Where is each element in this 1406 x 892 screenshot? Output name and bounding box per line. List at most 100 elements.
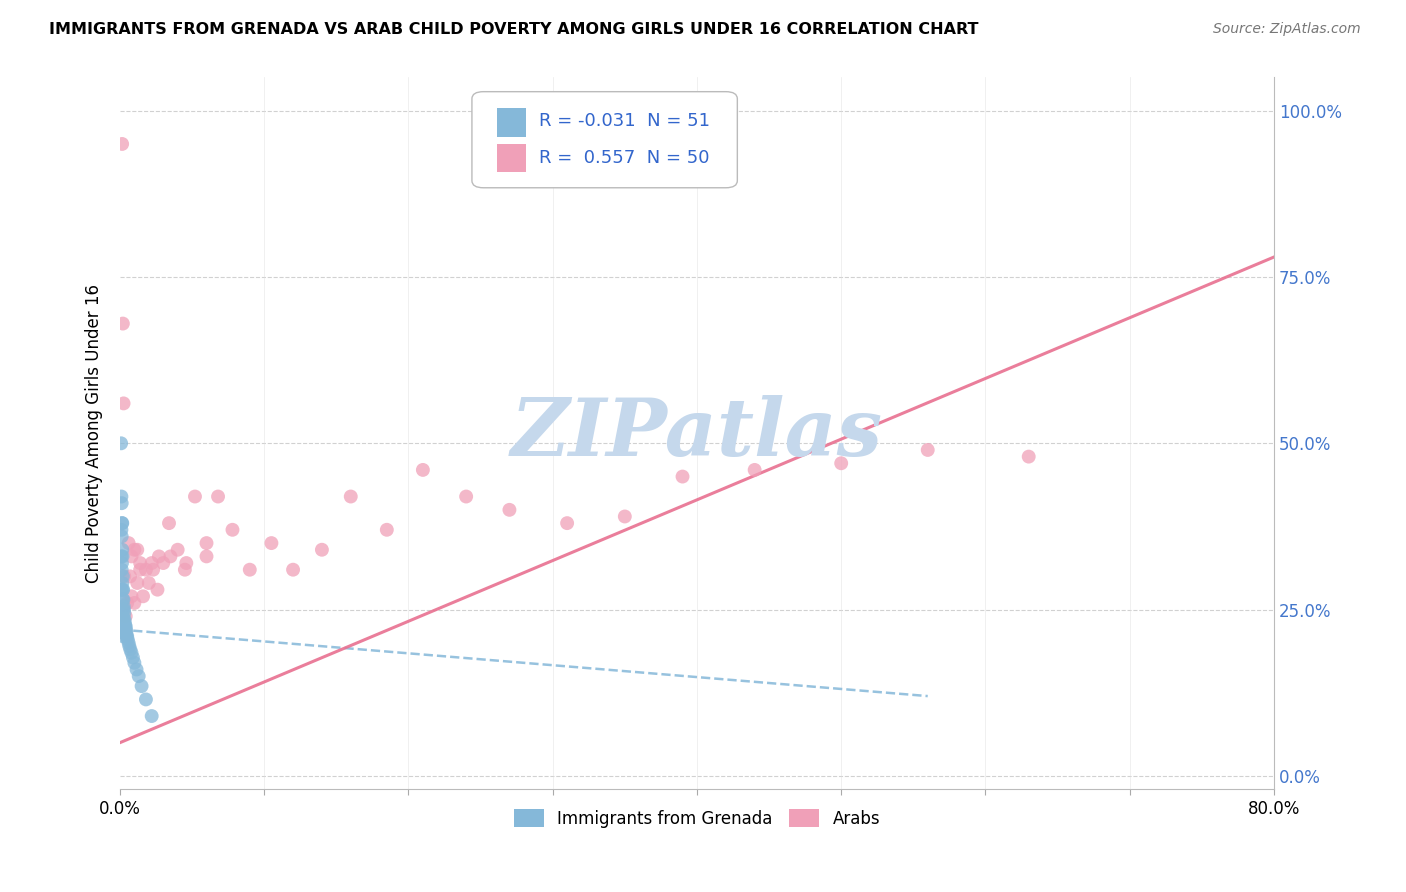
- Point: [111, 563, 134, 577]
- Point: [117, 636, 139, 650]
- Point: [121, 549, 143, 564]
- Point: [114, 623, 136, 637]
- Point: [830, 456, 852, 470]
- Point: [166, 542, 188, 557]
- Point: [456, 490, 478, 504]
- Text: R =  0.557  N = 50: R = 0.557 N = 50: [538, 149, 710, 167]
- Point: [127, 542, 149, 557]
- Point: [111, 542, 134, 557]
- Point: [112, 613, 135, 627]
- Point: [111, 529, 134, 543]
- Text: Source: ZipAtlas.com: Source: ZipAtlas.com: [1213, 22, 1361, 37]
- Point: [195, 536, 218, 550]
- Point: [111, 136, 134, 151]
- Point: [114, 619, 136, 633]
- Point: [120, 642, 142, 657]
- Point: [115, 629, 138, 643]
- Point: [112, 396, 135, 410]
- Point: [207, 490, 229, 504]
- Point: [112, 602, 135, 616]
- Point: [239, 563, 262, 577]
- Point: [111, 496, 134, 510]
- Point: [121, 590, 143, 604]
- Point: [176, 556, 198, 570]
- Point: [115, 629, 138, 643]
- Point: [115, 596, 138, 610]
- Text: R = -0.031  N = 51: R = -0.031 N = 51: [538, 112, 710, 130]
- Point: [111, 629, 134, 643]
- Point: [118, 639, 141, 653]
- Point: [111, 576, 134, 591]
- Point: [135, 563, 157, 577]
- Point: [117, 536, 139, 550]
- Point: [260, 536, 283, 550]
- Point: [744, 463, 766, 477]
- Point: [112, 582, 135, 597]
- Point: [195, 549, 218, 564]
- Point: [157, 516, 180, 530]
- Point: [173, 563, 195, 577]
- Text: IMMIGRANTS FROM GRENADA VS ARAB CHILD POVERTY AMONG GIRLS UNDER 16 CORRELATION C: IMMIGRANTS FROM GRENADA VS ARAB CHILD PO…: [49, 22, 979, 37]
- Text: ZIPatlas: ZIPatlas: [510, 394, 883, 472]
- Point: [110, 523, 132, 537]
- Point: [221, 523, 243, 537]
- Point: [311, 542, 333, 557]
- Bar: [498, 108, 526, 136]
- Point: [125, 663, 148, 677]
- Point: [141, 709, 163, 723]
- Point: [159, 549, 181, 564]
- Point: [375, 523, 398, 537]
- Point: [129, 563, 152, 577]
- Point: [120, 569, 142, 583]
- Point: [112, 623, 135, 637]
- Point: [111, 516, 134, 530]
- Point: [671, 469, 693, 483]
- Point: [112, 599, 135, 614]
- Point: [131, 679, 153, 693]
- Point: [142, 563, 165, 577]
- Point: [115, 626, 138, 640]
- Point: [110, 582, 132, 597]
- Point: [114, 615, 136, 630]
- Point: [124, 542, 146, 557]
- Legend: Immigrants from Grenada, Arabs: Immigrants from Grenada, Arabs: [508, 803, 887, 834]
- Point: [112, 569, 135, 583]
- Point: [141, 556, 163, 570]
- Point: [111, 582, 134, 597]
- Point: [114, 619, 136, 633]
- Point: [148, 549, 170, 564]
- Point: [412, 463, 434, 477]
- Point: [111, 569, 134, 583]
- Point: [111, 556, 134, 570]
- Point: [121, 646, 143, 660]
- Point: [152, 556, 174, 570]
- Point: [124, 596, 146, 610]
- Point: [1018, 450, 1040, 464]
- Point: [112, 592, 135, 607]
- Point: [129, 556, 152, 570]
- Point: [117, 632, 139, 647]
- Point: [114, 609, 136, 624]
- Point: [112, 606, 135, 620]
- Point: [128, 669, 150, 683]
- Point: [112, 619, 135, 633]
- Point: [555, 516, 578, 530]
- Point: [613, 509, 636, 524]
- Point: [112, 626, 135, 640]
- Point: [110, 436, 132, 450]
- Point: [124, 656, 146, 670]
- Point: [917, 442, 939, 457]
- FancyBboxPatch shape: [472, 92, 737, 187]
- Point: [498, 503, 520, 517]
- Point: [135, 692, 157, 706]
- Y-axis label: Child Poverty Among Girls Under 16: Child Poverty Among Girls Under 16: [86, 284, 103, 582]
- Point: [111, 609, 134, 624]
- Point: [115, 623, 138, 637]
- Point: [110, 549, 132, 564]
- Point: [112, 623, 135, 637]
- Point: [110, 490, 132, 504]
- Point: [111, 317, 134, 331]
- Bar: [498, 144, 526, 172]
- Point: [111, 592, 134, 607]
- Point: [132, 590, 155, 604]
